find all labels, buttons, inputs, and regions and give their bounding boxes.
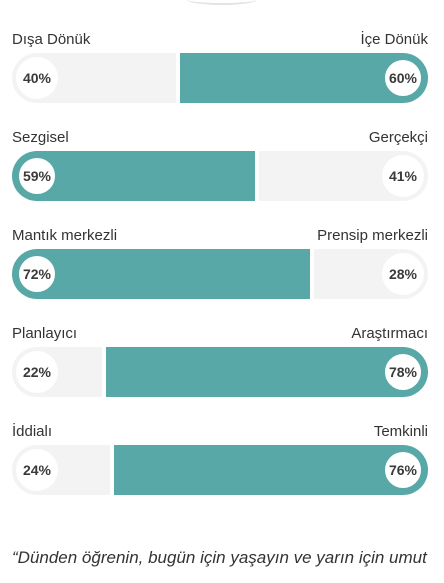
trait-labels: Sezgisel Gerçekçi	[12, 129, 428, 149]
trait-right-label: Araştırmacı	[351, 325, 428, 342]
trait-right-label: Gerçekçi	[368, 129, 428, 146]
trait-bar: 22% 78%	[12, 347, 428, 397]
trait-right-segment	[106, 347, 428, 397]
trait-row: Sezgisel Gerçekçi 59% 41%	[12, 129, 428, 201]
trait-row: Planlayıcı Araştırmacı 22% 78%	[12, 325, 428, 397]
trait-left-percent: 59%	[16, 155, 58, 197]
trait-bar: 40% 60%	[12, 53, 428, 103]
trait-bar: 59% 41%	[12, 151, 428, 201]
trait-left-label: Sezgisel	[12, 129, 69, 146]
trait-right-percent: 41%	[382, 155, 424, 197]
trait-right-percent: 76%	[382, 449, 424, 491]
trait-bar: 72% 28%	[12, 249, 428, 299]
trait-left-segment	[12, 249, 310, 299]
trait-right-label: Prensip merkezli	[317, 227, 428, 244]
trait-row: Mantık merkezli Prensip merkezli 72% 28%	[12, 227, 428, 299]
trait-left-percent: 22%	[16, 351, 58, 393]
trait-left-label: Planlayıcı	[12, 325, 78, 342]
trait-row: İddialı Temkinli 24% 76%	[12, 423, 428, 495]
trait-left-label: Dışa Dönük	[12, 31, 91, 48]
trait-labels: İddialı Temkinli	[12, 423, 428, 443]
trait-row: Dışa Dönük İçe Dönük 40% 60%	[12, 31, 428, 103]
trait-left-percent: 40%	[16, 57, 58, 99]
trait-labels: Mantık merkezli Prensip merkezli	[12, 227, 428, 247]
trait-right-segment	[114, 445, 428, 495]
trait-labels: Dışa Dönük İçe Dönük	[12, 31, 428, 51]
top-divider-arc	[187, 0, 257, 5]
trait-right-percent: 28%	[382, 253, 424, 295]
trait-right-label: Temkinli	[373, 423, 428, 440]
trait-right-label: İçe Dönük	[360, 31, 428, 48]
trait-left-percent: 72%	[16, 253, 58, 295]
trait-labels: Planlayıcı Araştırmacı	[12, 325, 428, 345]
trait-right-percent: 60%	[382, 57, 424, 99]
trait-left-percent: 24%	[16, 449, 58, 491]
trait-bar: 24% 76%	[12, 445, 428, 495]
trait-right-percent: 78%	[382, 351, 424, 393]
trait-left-label: İddialı	[12, 423, 53, 440]
quote-text: “Dünden öğrenin, bugün için yaşayın ve y…	[12, 548, 427, 567]
trait-left-label: Mantık merkezli	[12, 227, 118, 244]
